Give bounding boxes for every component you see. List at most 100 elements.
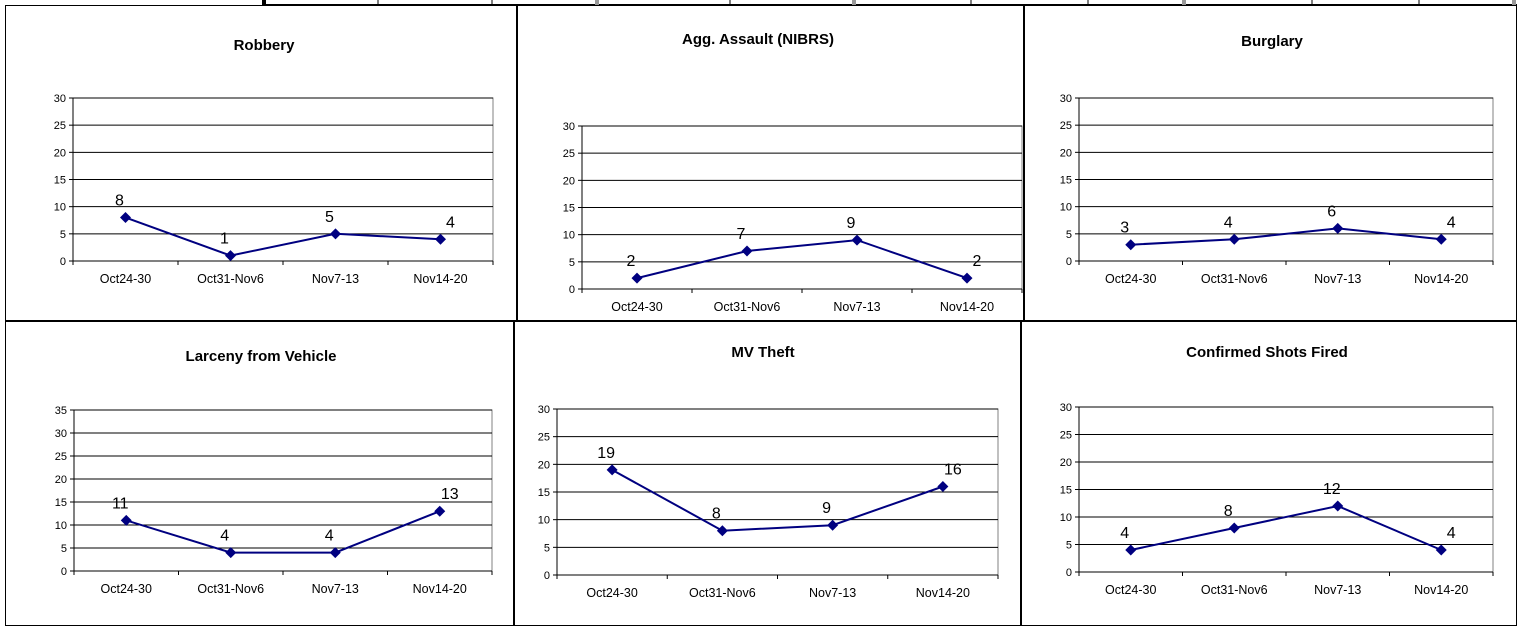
chart-panel-burglary: Burglary 0 5 10 15 20 25 30 Oct24-30 Oct31-Nov6 No… (1024, 5, 1517, 321)
y-tick-label: 30 (55, 428, 67, 440)
data-label: 4 (1447, 525, 1456, 542)
y-tick-label: 30 (563, 121, 575, 133)
y-tick-label: 25 (54, 120, 66, 132)
y-tick-label: 15 (563, 203, 575, 215)
y-tick-label: 10 (54, 202, 66, 214)
y-tick-label: 20 (54, 147, 66, 159)
y-tick-label: 5 (544, 542, 550, 554)
x-tick-label: Nov7-13 (312, 582, 359, 596)
line-chart: Agg. Assault (NIBRS) 0 5 10 15 20 25 30 Oct24-30… (563, 31, 1023, 314)
y-tick-label: 5 (569, 257, 575, 269)
y-tick-label: 10 (563, 230, 575, 242)
y-tick-label: 25 (563, 148, 575, 160)
data-point-marker (961, 272, 973, 284)
data-label: 4 (1224, 214, 1233, 231)
data-label: 13 (441, 486, 459, 503)
y-tick-label: 20 (1060, 147, 1072, 159)
x-tick-label: Oct24-30 (1105, 583, 1156, 597)
x-tick-label: Oct24-30 (586, 586, 637, 600)
x-tick-label: Nov14-20 (413, 272, 467, 286)
x-tick-label: Nov7-13 (809, 586, 856, 600)
y-tick-label: 0 (544, 570, 550, 582)
data-point-marker (716, 525, 728, 537)
chart-title: Agg. Assault (NIBRS) (682, 31, 834, 48)
data-point-marker (937, 480, 949, 492)
data-point-marker (1332, 222, 1344, 234)
data-label: 4 (1120, 525, 1129, 542)
data-label: 7 (737, 226, 746, 243)
x-tick-label: Oct31-Nov6 (714, 300, 781, 314)
y-tick-label: 10 (55, 520, 67, 532)
data-point-marker (329, 547, 341, 559)
x-tick-label: Oct31-Nov6 (1201, 583, 1268, 597)
y-tick-label: 10 (1060, 512, 1072, 524)
data-point-marker (1228, 233, 1240, 245)
data-label: 4 (220, 528, 229, 545)
series-line (636, 239, 968, 280)
table-cell-divider (1512, 0, 1516, 6)
chart-panel-agg-assault: Agg. Assault (NIBRS) 0 5 10 15 20 25 30 Oct24-30… (517, 5, 1024, 321)
y-tick-label: 15 (1060, 485, 1072, 497)
y-tick-label: 20 (1060, 457, 1072, 469)
y-tick-label: 30 (1060, 93, 1072, 105)
data-label: 4 (446, 214, 455, 231)
y-tick-label: 25 (1060, 120, 1072, 132)
data-label: 8 (115, 193, 124, 210)
y-tick-label: 25 (538, 432, 550, 444)
x-tick-label: Oct31-Nov6 (197, 272, 264, 286)
y-tick-label: 30 (1060, 402, 1072, 414)
data-label: 12 (1323, 481, 1341, 498)
x-tick-label: Nov14-20 (940, 300, 994, 314)
y-tick-label: 25 (1060, 430, 1072, 442)
line-chart: Larceny from Vehicle 0 5 10 15 20 25 30 35 Oct24-… (55, 348, 493, 596)
y-tick-label: 0 (1066, 256, 1072, 268)
data-point-marker (434, 505, 446, 517)
data-point-marker (120, 514, 132, 526)
x-tick-label: Nov14-20 (916, 586, 970, 600)
y-tick-label: 20 (563, 175, 575, 187)
chart-title: Confirmed Shots Fired (1186, 344, 1348, 361)
data-point-marker (1125, 544, 1137, 556)
chart-title: MV Theft (731, 344, 794, 361)
line-chart: Confirmed Shots Fired 0 5 10 15 20 25 30 Oct24-3… (1060, 344, 1494, 597)
y-tick-label: 0 (60, 256, 66, 268)
y-tick-label: 5 (1066, 540, 1072, 552)
y-tick-label: 15 (55, 497, 67, 509)
series-line (611, 469, 944, 532)
x-tick-label: Nov7-13 (312, 272, 359, 286)
x-tick-label: Oct24-30 (101, 582, 152, 596)
data-label: 4 (325, 528, 334, 545)
x-tick-label: Nov7-13 (1314, 583, 1361, 597)
y-tick-label: 0 (61, 566, 67, 578)
data-point-marker (1435, 233, 1447, 245)
line-chart: MV Theft 0 5 10 15 20 25 30 Oct24-30 Oct31-Nov6 No… (538, 344, 999, 600)
y-tick-label: 0 (569, 284, 575, 296)
y-tick-label: 10 (538, 515, 550, 527)
x-tick-label: Oct24-30 (1105, 272, 1156, 286)
table-cell-divider (852, 0, 856, 6)
data-label: 8 (1224, 503, 1233, 520)
y-tick-label: 5 (61, 543, 67, 555)
data-label: 3 (1120, 220, 1129, 237)
data-point-marker (606, 464, 618, 476)
data-label: 19 (597, 445, 615, 462)
data-label: 11 (112, 495, 129, 512)
x-tick-label: Nov7-13 (1314, 272, 1361, 286)
y-tick-label: 30 (54, 93, 66, 105)
data-label: 8 (712, 506, 721, 523)
chart-title: Robbery (234, 37, 296, 54)
chart-panel-confirmed-shots-fired: Confirmed Shots Fired 0 5 10 15 20 25 30 Oct24-3… (1021, 321, 1517, 626)
y-tick-label: 15 (54, 175, 66, 187)
data-point-marker (1332, 500, 1344, 512)
x-tick-label: Oct24-30 (611, 300, 662, 314)
x-tick-label: Oct24-30 (100, 272, 151, 286)
data-point-marker (741, 245, 753, 257)
x-tick-label: Nov7-13 (833, 300, 880, 314)
y-tick-label: 20 (538, 459, 550, 471)
data-label: 5 (325, 209, 334, 226)
data-label: 1 (220, 231, 229, 248)
data-point-marker (827, 519, 839, 531)
x-tick-label: Nov14-20 (413, 582, 467, 596)
data-point-marker (225, 547, 237, 559)
table-cell-divider (595, 0, 599, 6)
